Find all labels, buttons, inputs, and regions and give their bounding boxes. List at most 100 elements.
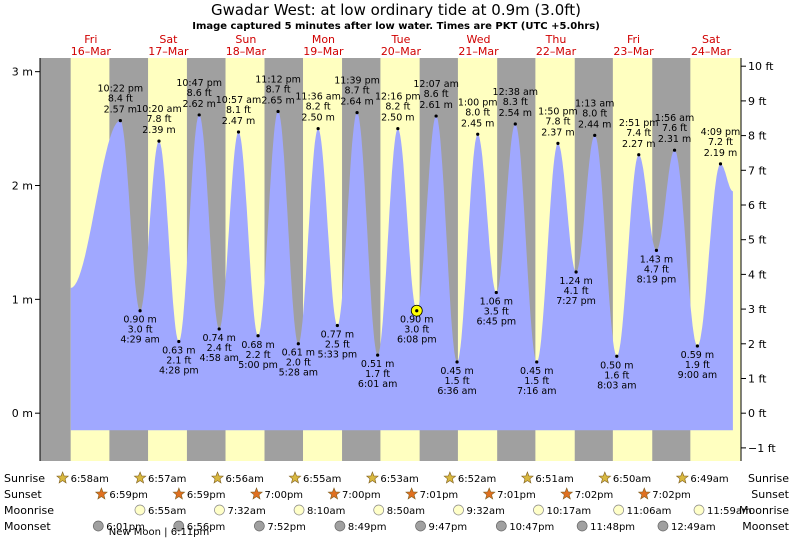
moonset-moon-icon — [657, 520, 669, 532]
tide-height-ft: 7.8 ft — [545, 116, 570, 127]
tide-time: 1:50 pm — [538, 106, 578, 117]
tide-height-m: 1.43 m — [640, 254, 673, 265]
tide-height-m: 2.65 m — [261, 96, 294, 107]
day-date: 16–Mar — [71, 45, 112, 58]
sunrise-star-icon — [443, 471, 457, 484]
tide-time: 1:56 am — [655, 113, 694, 124]
tide-height-ft: 2.2 ft — [246, 350, 271, 361]
tide-height-ft: 7.8 ft — [146, 114, 171, 125]
tide-height-ft: 8.1 ft — [226, 105, 251, 116]
moonset-moon-icon — [576, 520, 588, 532]
tide-time: 10:47 pm — [176, 78, 222, 89]
tide-labels: 10:22 pm8.4 ft2.57 m0.90 m3.0 ft4:29 am1… — [97, 75, 740, 397]
y-tick-label-ft: 8 ft — [748, 130, 767, 143]
sunset-star-icon — [482, 487, 496, 500]
moonset-row-label-left: Moonset — [4, 520, 51, 533]
sunset-star-icon — [637, 487, 651, 500]
high-tide-label: 12:16 pm8.2 ft2.50 m — [375, 92, 421, 131]
tide-height-ft: 3.0 ft — [128, 325, 153, 336]
tide-time: 4:28 pm — [159, 365, 199, 376]
moonrise-moon-icon — [134, 504, 146, 516]
day-weekday: Wed — [466, 33, 490, 46]
sunrise-star-icon — [675, 471, 689, 484]
tide-height-ft: 1.9 ft — [685, 360, 710, 371]
tide-height-ft: 4.1 ft — [564, 286, 589, 297]
low-tide-label: 0.51 m1.7 ft6:01 am — [358, 353, 397, 390]
tide-point — [256, 334, 260, 338]
y-tick-label-m: 2 m — [12, 180, 33, 193]
tide-time: 5:28 am — [279, 368, 318, 379]
tide-time: 8:03 am — [597, 380, 636, 391]
night-band — [40, 58, 71, 461]
tide-time: 6:36 am — [437, 386, 476, 397]
moonset-moon-icon — [415, 520, 426, 532]
moonrise-moon-icon — [214, 504, 225, 516]
tide-height-ft: 7.2 ft — [708, 137, 733, 148]
tide-height-m: 2.39 m — [142, 125, 175, 136]
tide-time: 7:16 am — [517, 386, 556, 397]
day-date: 18–Mar — [226, 45, 267, 58]
moonset-moon-icon — [253, 520, 265, 532]
sunrise-time: 6:56am — [226, 474, 264, 485]
moonset-time: 6:56pm — [187, 522, 226, 533]
tide-height-m: 0.51 m — [361, 359, 394, 370]
high-tide-label: 11:12 pm8.7 ft2.65 m — [255, 75, 301, 114]
low-tide-label: 0.77 m2.5 ft5:33 pm — [318, 323, 357, 361]
day-date: 21–Mar — [458, 45, 499, 58]
high-tide-label: 4:09 pm7.2 ft2.19 m — [701, 127, 740, 166]
tide-height-ft: 2.4 ft — [207, 343, 232, 354]
tide-time: 12:16 pm — [375, 92, 421, 103]
tide-time: 7:27 pm — [556, 296, 596, 307]
tide-time: 12:38 am — [493, 87, 538, 98]
moonrise-moon-icon — [453, 504, 464, 516]
tide-point — [217, 327, 221, 331]
day-weekday: Tue — [391, 33, 411, 46]
sunrise-star-icon — [365, 471, 379, 484]
tide-point — [672, 148, 677, 152]
tide-height-m: 2.62 m — [182, 99, 215, 110]
tide-time: 1:00 pm — [458, 97, 498, 108]
tide-height-m: 0.50 m — [600, 360, 633, 371]
low-tide-label: 1.06 m3.5 ft6:45 pm — [476, 290, 516, 328]
day-date: 19–Mar — [303, 45, 344, 58]
moonrise-time: 10:17am — [546, 506, 591, 517]
moonset-moon-icon — [173, 520, 185, 532]
tide-point — [415, 309, 419, 313]
low-tide-label: 0.90 m3.0 ft4:29 am — [120, 309, 160, 346]
tide-height-m: 0.77 m — [321, 330, 354, 341]
tide-height-ft: 8.6 ft — [187, 88, 212, 99]
low-tide-label: 0.63 m2.1 ft4:28 pm — [159, 339, 199, 376]
tide-height-ft: 8.3 ft — [503, 97, 528, 108]
high-tide-label: 11:39 pm8.7 ft2.64 m — [334, 76, 380, 115]
tide-time: 11:36 am — [295, 92, 340, 103]
moonset-row-label-right: Moonset — [742, 520, 789, 533]
sunrise-star-icon — [288, 471, 302, 484]
tide-height-ft: 7.4 ft — [626, 128, 651, 139]
day-date: 22–Mar — [536, 45, 577, 58]
high-tide-label: 10:20 am7.8 ft2.39 m — [136, 104, 182, 143]
tide-height-ft: 2.5 ft — [325, 340, 350, 351]
high-tide-label: 10:47 pm8.6 ft2.62 m — [176, 78, 222, 117]
sunrise-time: 6:50am — [613, 474, 651, 485]
moonrise-moon-icon — [293, 504, 305, 516]
tide-time: 11:39 pm — [334, 76, 380, 87]
low-tide-label: 1.43 m4.7 ft8:19 pm — [637, 248, 676, 285]
tide-height-ft: 8.2 ft — [306, 102, 331, 113]
tide-time: 1:13 am — [575, 98, 614, 109]
moonset-time: 7:52pm — [267, 522, 306, 533]
moonrise-row-label-right: Moonrise — [739, 504, 789, 517]
low-tide-label: 0.90 m3.0 ft6:08 pm — [397, 304, 437, 346]
y-tick-label-m: 0 m — [12, 407, 33, 420]
tide-height-m: 1.06 m — [480, 297, 513, 308]
tide-height-m: 0.59 m — [681, 350, 714, 361]
tide-height-m: 0.90 m — [123, 315, 156, 326]
sunrise-row-label-right: Sunrise — [748, 472, 789, 485]
sunset-row-label-right: Sunset — [751, 488, 789, 501]
tide-height-ft: 7.6 ft — [662, 123, 687, 134]
tide-height-m: 2.61 m — [419, 100, 452, 111]
tide-point — [593, 133, 597, 138]
moonrise-time: 6:55am — [148, 506, 186, 517]
day-date: 20–Mar — [381, 45, 422, 58]
high-tide-label: 1:50 pm7.8 ft2.37 m — [538, 106, 578, 145]
tide-point — [118, 119, 122, 123]
